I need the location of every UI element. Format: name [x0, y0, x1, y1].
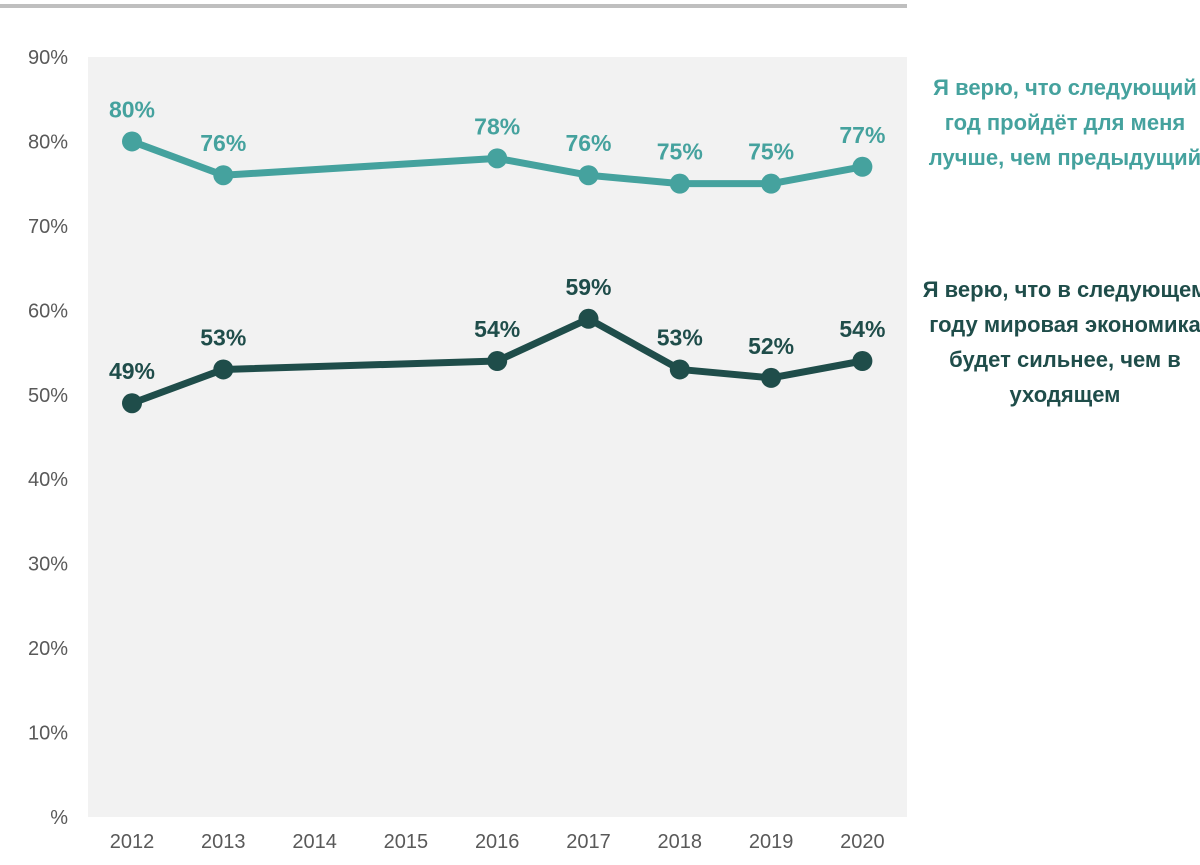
data-point — [487, 148, 508, 169]
data-point — [122, 131, 142, 152]
y-tick-label: % — [50, 807, 68, 829]
x-axis: 2012 2013 2014 2015 2016 2017 2018 2019 2020 — [110, 831, 885, 853]
data-point — [852, 156, 873, 177]
data-label: 80% — [109, 96, 155, 122]
y-tick-label: 40% — [28, 469, 68, 491]
legend-entry-optimism-economy: Я верю, что в следующем году мировая эко… — [922, 277, 1200, 407]
data-point — [122, 393, 142, 414]
data-label: 75% — [657, 139, 703, 165]
y-tick-label: 30% — [28, 554, 68, 576]
x-tick-label: 2019 — [749, 831, 794, 853]
data-point — [761, 173, 782, 194]
y-tick-label: 10% — [28, 723, 68, 745]
data-point — [213, 165, 234, 186]
x-tick-label: 2018 — [658, 831, 703, 853]
data-point — [761, 367, 782, 388]
x-tick-label: 2020 — [840, 831, 885, 853]
data-point — [487, 351, 508, 371]
data-point — [669, 173, 690, 194]
data-point — [578, 165, 599, 186]
y-tick-label: 80% — [28, 131, 68, 153]
y-tick-label: 20% — [28, 638, 68, 660]
x-tick-label: 2016 — [475, 831, 520, 853]
data-point — [852, 351, 873, 371]
series-layer: 80% 76% 78% 76% 75% 75% 77% 49% 53% 54% 59% 53% 52% 5… — [109, 96, 885, 414]
data-label: 78% — [474, 113, 520, 139]
x-tick-label: 2017 — [566, 831, 611, 853]
y-tick-label: 90% — [28, 47, 68, 69]
data-point — [669, 359, 690, 380]
data-label: 53% — [200, 324, 246, 350]
data-label: 59% — [565, 274, 611, 300]
series-1: 80% 76% 78% 76% 75% 75% 77% — [109, 96, 885, 194]
data-label: 53% — [657, 324, 703, 350]
x-tick-label: 2012 — [110, 831, 155, 853]
data-label: 49% — [109, 358, 155, 384]
x-tick-label: 2015 — [384, 831, 429, 853]
y-tick-label: 60% — [28, 300, 68, 322]
y-tick-label: 70% — [28, 216, 68, 238]
data-label: 75% — [748, 139, 794, 165]
x-tick-label: 2014 — [292, 831, 337, 853]
data-point — [213, 359, 234, 380]
series-2: 49% 53% 54% 59% 53% 52% 54% — [109, 274, 885, 414]
data-label: 54% — [474, 316, 520, 342]
data-label: 52% — [748, 333, 794, 359]
data-label: 77% — [839, 122, 885, 148]
y-tick-label: 50% — [28, 385, 68, 407]
data-label: 76% — [200, 130, 246, 156]
legend-entry-optimism-personal: Я верю, что следующий год пройдёт для ме… — [928, 75, 1200, 170]
data-label: 54% — [839, 316, 885, 342]
y-axis: % 10% 20% 30% 40% 50% 60% 70% 80% 90% — [28, 47, 68, 829]
data-label: 76% — [565, 130, 611, 156]
data-point — [578, 308, 599, 329]
x-tick-label: 2013 — [201, 831, 246, 853]
